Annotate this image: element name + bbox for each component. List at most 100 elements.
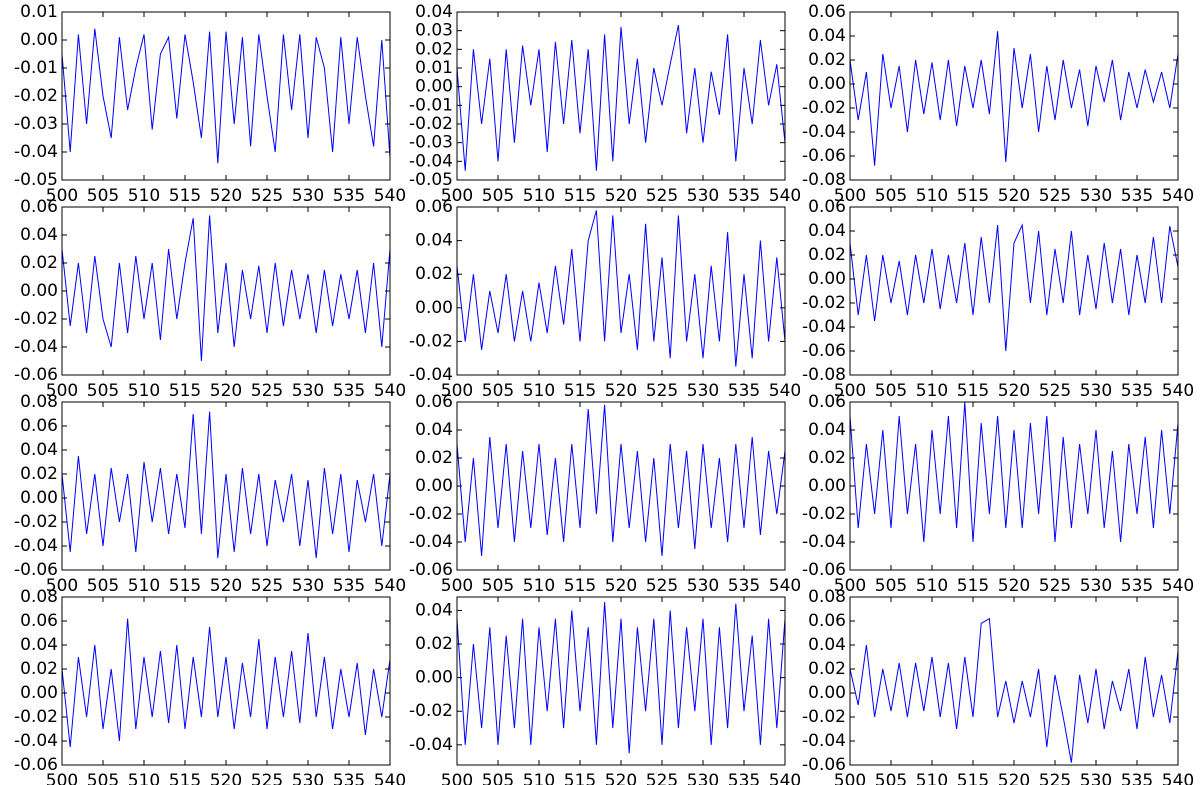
- x-tick-label: 500: [834, 771, 866, 785]
- x-tick-label: 540: [1162, 771, 1194, 785]
- y-tick-label: 0.06: [808, 392, 846, 412]
- subplot: 500 505 510 515 520 525 530 535 540 -0.06 -0.04 -0.…: [802, 392, 1194, 596]
- y-tick-label: 0.02: [415, 448, 453, 468]
- y-tick-label: 0.02: [20, 659, 58, 679]
- plot-frame: [849, 596, 1179, 766]
- plot-area: [850, 597, 1178, 765]
- x-tick-label: 530: [687, 576, 719, 596]
- x-tick-label: 505: [875, 771, 907, 785]
- y-tick-label: 0.02: [415, 264, 453, 284]
- x-tick-label: 525: [646, 381, 678, 401]
- x-tick-label: 505: [482, 771, 514, 785]
- y-tick-label: -0.06: [409, 560, 453, 580]
- x-tick-label: 535: [728, 381, 760, 401]
- x-tick-label: 535: [1121, 771, 1153, 785]
- x-tick-label: 500: [441, 576, 473, 596]
- x-tick-label: 515: [957, 186, 989, 206]
- x-tick-label: 535: [333, 771, 365, 785]
- plot-frame: [849, 11, 1179, 181]
- plot-area: [62, 12, 390, 180]
- plot-frame: [849, 401, 1179, 571]
- y-tick-label: -0.02: [409, 114, 453, 134]
- x-tick-label: 520: [998, 771, 1030, 785]
- x-tick-label: 520: [605, 771, 637, 785]
- y-tick-label: 0.04: [808, 635, 846, 655]
- y-tick-label: -0.03: [409, 133, 453, 153]
- x-tick-label: 515: [957, 381, 989, 401]
- y-tick-label: -0.06: [14, 365, 58, 385]
- y-tick-label: 0.03: [415, 21, 453, 41]
- y-tick-label: 0.06: [20, 416, 58, 436]
- y-tick-label: 0.00: [808, 683, 846, 703]
- y-tick-label: -0.04: [802, 317, 846, 337]
- y-tick-label: 0.02: [808, 448, 846, 468]
- subplot: 500 505 510 515 520 525 530 535 540 -0.06 -0.04 -0.…: [409, 392, 801, 596]
- y-tick-label: -0.02: [14, 309, 58, 329]
- x-tick-label: 525: [251, 381, 283, 401]
- x-tick-label: 530: [292, 186, 324, 206]
- x-tick-label: 500: [46, 771, 78, 785]
- y-tick-label: -0.02: [802, 504, 846, 524]
- x-tick-label: 525: [646, 576, 678, 596]
- x-tick-label: 520: [210, 576, 242, 596]
- x-tick-label: 520: [210, 771, 242, 785]
- subplot: 500 505 510 515 520 525 530 535 540 -0.06 -0.04 -0.…: [14, 197, 406, 401]
- plot-area: [457, 12, 785, 180]
- x-tick-label: 520: [605, 186, 637, 206]
- y-tick-label: 0.06: [808, 197, 846, 217]
- x-tick-label: 535: [333, 186, 365, 206]
- x-tick-label: 530: [292, 771, 324, 785]
- x-tick-label: 520: [605, 381, 637, 401]
- x-tick-label: 525: [251, 771, 283, 785]
- x-tick-label: 500: [46, 381, 78, 401]
- y-tick-label: 0.02: [20, 253, 58, 273]
- y-tick-label: -0.04: [14, 536, 58, 556]
- x-tick-label: 530: [1080, 381, 1112, 401]
- y-tick-label: 0.06: [20, 197, 58, 217]
- plot-area: [62, 207, 390, 375]
- y-tick-label: -0.04: [409, 532, 453, 552]
- x-tick-label: 525: [646, 186, 678, 206]
- subplot: 500 505 510 515 520 525 530 535 540 -0.04 -0.02 0.0…: [409, 596, 801, 785]
- y-tick-label: 0.04: [808, 221, 846, 241]
- x-tick-label: 515: [169, 576, 201, 596]
- y-tick-label: -0.04: [409, 365, 453, 385]
- y-tick-label: 0.04: [808, 420, 846, 440]
- plot-area: [850, 207, 1178, 375]
- x-tick-label: 540: [374, 771, 406, 785]
- x-tick-label: 505: [87, 771, 119, 785]
- x-tick-label: 525: [251, 576, 283, 596]
- x-tick-label: 535: [728, 186, 760, 206]
- y-tick-label: -0.04: [14, 337, 58, 357]
- x-tick-label: 535: [1121, 576, 1153, 596]
- y-tick-label: -0.06: [802, 755, 846, 775]
- plot-area: [457, 402, 785, 570]
- y-tick-label: 0.04: [20, 225, 58, 245]
- plot-frame: [456, 206, 786, 376]
- x-tick-label: 510: [916, 771, 948, 785]
- y-tick-label: -0.02: [802, 293, 846, 313]
- y-tick-label: 0.08: [20, 587, 58, 607]
- x-tick-label: 515: [564, 381, 596, 401]
- x-tick-label: 525: [1039, 381, 1071, 401]
- x-tick-label: 530: [1080, 771, 1112, 785]
- data-line: [456, 404, 786, 557]
- y-tick-label: -0.01: [14, 58, 58, 78]
- y-tick-label: 0.06: [808, 2, 846, 22]
- data-line: [849, 401, 1179, 543]
- y-tick-label: 0.00: [415, 668, 453, 688]
- subplot: 500 505 510 515 520 525 530 535 540 -0.05 -0.04 -0.…: [14, 2, 406, 206]
- x-tick-label: 500: [441, 381, 473, 401]
- x-tick-label: 505: [87, 186, 119, 206]
- x-tick-label: 515: [957, 576, 989, 596]
- plot-area: [850, 12, 1178, 180]
- y-tick-label: 0.00: [20, 281, 58, 301]
- x-tick-label: 530: [292, 381, 324, 401]
- x-tick-label: 525: [1039, 576, 1071, 596]
- y-tick-label: -0.04: [409, 151, 453, 171]
- x-tick-label: 500: [834, 576, 866, 596]
- x-tick-label: 515: [564, 186, 596, 206]
- x-tick-label: 515: [169, 186, 201, 206]
- x-tick-label: 520: [210, 186, 242, 206]
